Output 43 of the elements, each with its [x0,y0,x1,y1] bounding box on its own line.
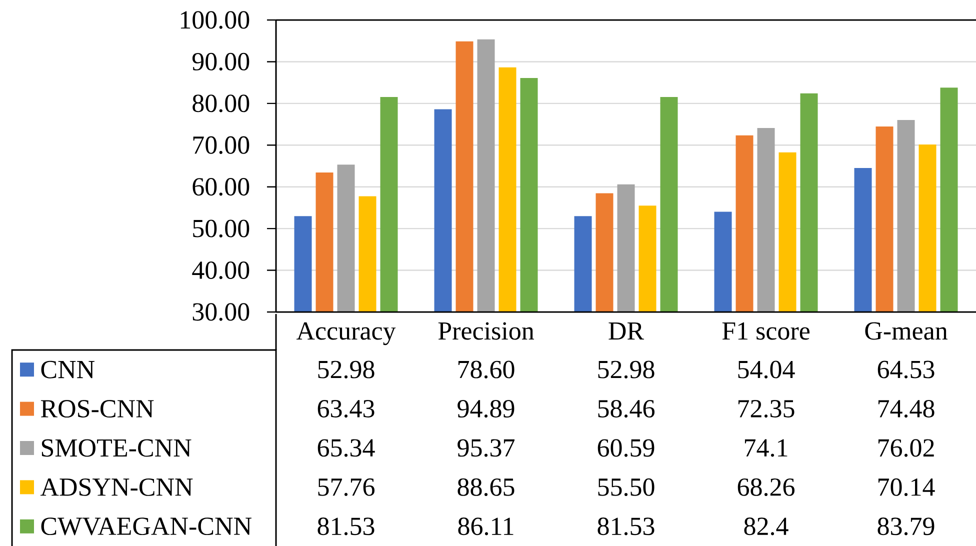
x-tick-label: Precision [438,322,534,340]
data-label: 65.34 [318,439,375,457]
data-label: 63.43 [318,400,374,418]
y-tick-label: 100.00 [180,11,250,29]
legend-label: ROS-CNN [40,400,154,418]
data-label: 82.4 [744,518,788,536]
y-tick-label: 40.00 [192,261,250,280]
legend-label: SMOTE-CNN [42,439,192,457]
data-label: 57.76 [318,478,374,496]
data-label: 94.89 [458,400,514,418]
y-tick-label: 60.00 [192,178,250,196]
data-label: 81.53 [318,518,374,536]
y-tick-label: 80.00 [192,94,250,112]
y-tick-label: 70.00 [193,136,250,154]
x-tick-label: DR [608,322,644,340]
data-label: 60.59 [598,439,654,457]
data-label: 76.02 [878,439,934,457]
x-tick-label: Accuracy [296,322,396,346]
data-label: 81.53 [598,518,654,536]
data-label: 55.50 [598,478,654,496]
x-tick-label: G-mean [865,322,948,340]
legend-label: CWVAEGAN-CNN [41,518,252,536]
data-label: 74.48 [878,400,934,418]
data-label: 78.60 [458,360,514,378]
legend-label: CNN [41,360,94,378]
y-tick-label: 30.00 [192,303,250,321]
data-label: 70.14 [878,478,935,496]
y-tick-label: 90.00 [192,52,250,71]
data-label: 74.1 [744,439,788,457]
data-label: 52.98 [598,360,654,378]
data-label: 83.79 [878,518,934,536]
data-label: 68.26 [738,478,794,496]
y-tick-label: 50.00 [193,220,250,238]
legend-label: ADSYN-CNN [40,478,193,496]
x-tick-label: F1 score [722,322,810,340]
data-label: 95.37 [458,439,515,457]
data-label: 58.46 [598,400,654,418]
data-label: 64.53 [878,360,934,378]
data-label: 52.98 [318,360,374,378]
data-label: 72.35 [738,400,794,418]
data-label: 54.04 [738,360,795,378]
data-label: 86.11 [458,518,514,536]
data-label: 88.65 [458,478,514,496]
